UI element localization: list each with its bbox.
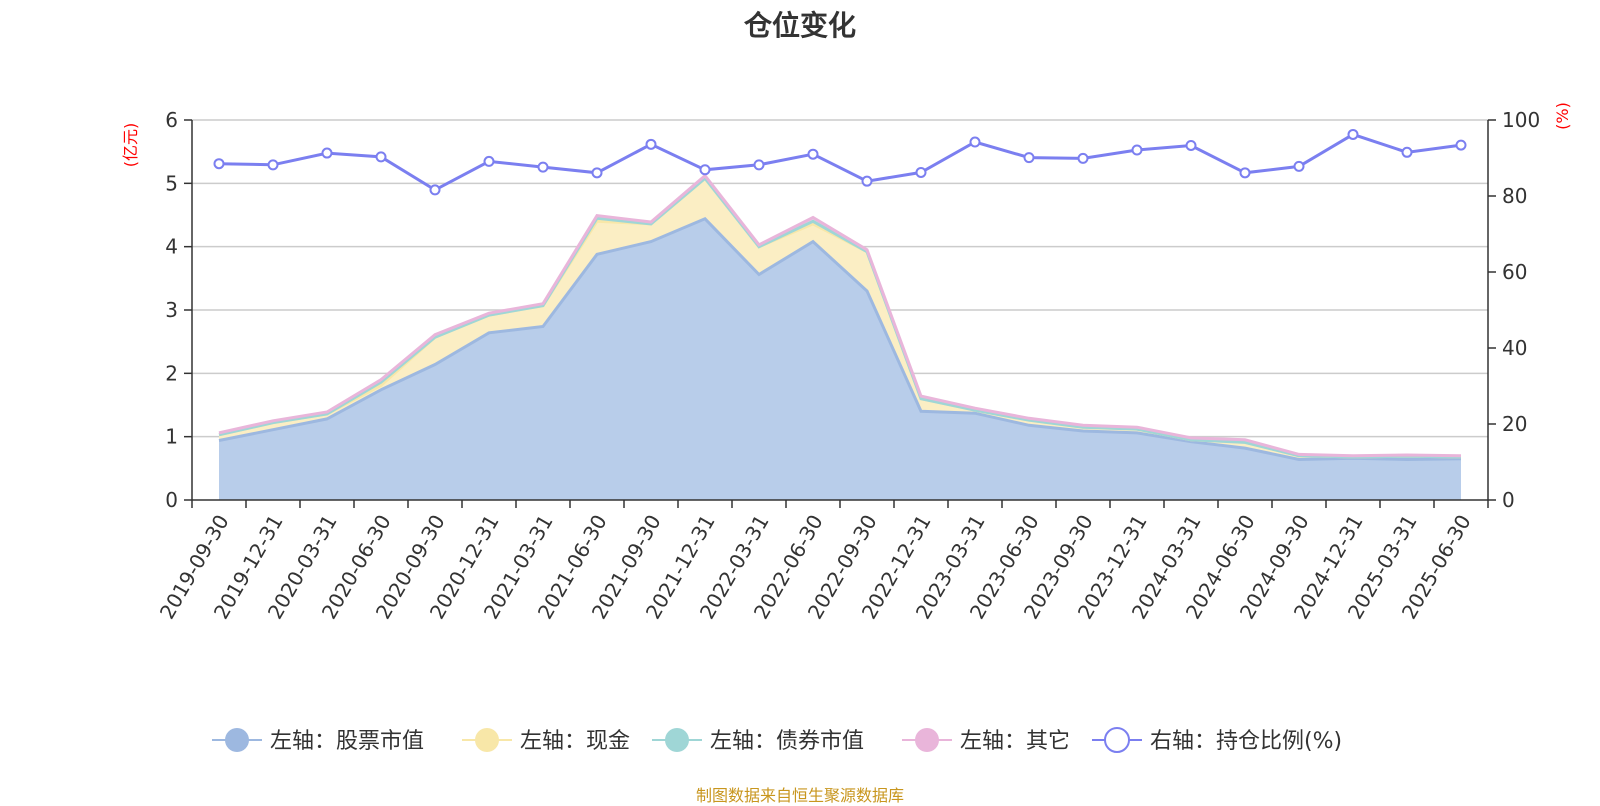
right-axis-tick-label: 80 — [1502, 184, 1527, 208]
ratio-point — [1455, 139, 1467, 151]
area-line-左轴：其它 — [218, 173, 1462, 458]
left-axis-tick-label: 5 — [165, 171, 178, 195]
left-axis-tick-label: 0 — [165, 488, 178, 512]
ratio-point — [321, 147, 333, 159]
data-source-note: 制图数据来自恒生聚源数据库 — [695, 786, 904, 805]
ratio-point — [1401, 146, 1413, 158]
ratio-point — [699, 164, 711, 176]
left-axis-tick-label: 6 — [165, 108, 178, 132]
ratio-point — [375, 151, 387, 163]
ratio-point — [429, 184, 441, 196]
right-axis-tick-label: 60 — [1502, 260, 1527, 284]
ratio-point — [483, 155, 495, 167]
right-axis-tick-label: 40 — [1502, 336, 1527, 360]
right-axis-tick-label: 0 — [1502, 488, 1515, 512]
ratio-point — [1023, 152, 1035, 164]
legend-label: 左轴：股票市值 — [270, 729, 424, 754]
legend-label: 左轴：其它 — [960, 729, 1070, 754]
ratio-point — [1239, 167, 1251, 179]
legend-swatch-marker — [475, 728, 499, 752]
legend-label: 左轴：债券市值 — [710, 729, 864, 754]
ratio-point — [645, 138, 657, 150]
legend-item: 左轴：债券市值 — [652, 728, 864, 754]
legend-swatch-marker — [1104, 727, 1130, 753]
right-axis-tick-label: 20 — [1502, 412, 1527, 436]
ratio-point — [1185, 139, 1197, 151]
ratio-point — [807, 148, 819, 160]
legend-item: 右轴：持仓比例(%) — [1092, 727, 1342, 754]
ratio-line-path — [218, 132, 1462, 192]
legend-swatch-marker — [665, 728, 689, 752]
ratio-point — [1347, 128, 1359, 140]
ratio-point — [861, 175, 873, 187]
legend-item: 左轴：现金 — [462, 728, 630, 754]
legend-label: 右轴：持仓比例(%) — [1150, 729, 1342, 754]
legend: 左轴：股票市值 左轴：现金 左轴：债券市值 左轴：其它 右轴：持仓比例(%) — [212, 727, 1342, 754]
area-line-左轴：股票市值 — [218, 217, 1462, 462]
ratio-point — [969, 136, 981, 148]
chart-title: 仓位变化 — [743, 9, 856, 42]
ratio-point — [213, 158, 225, 170]
left-axis-tick-label: 3 — [165, 298, 178, 322]
left-axis-tick-label: 1 — [165, 425, 178, 449]
legend-item: 左轴：其它 — [902, 728, 1070, 754]
ratio-point — [1293, 160, 1305, 172]
legend-swatch-marker — [225, 728, 249, 752]
stacked-areas — [218, 173, 1462, 501]
right-axis-tick-label: 100 — [1502, 108, 1540, 132]
ratio-point — [753, 159, 765, 171]
legend-swatch-marker — [915, 728, 939, 752]
area-line-左轴：债券市值 — [218, 176, 1462, 459]
ratio-point — [1077, 152, 1089, 164]
ratio-point — [1131, 144, 1143, 156]
area-左轴：股票市值 — [219, 218, 1461, 501]
ratio-line — [213, 128, 1467, 196]
left-axis-unit: (亿元) — [121, 123, 140, 168]
ratio-point — [915, 166, 927, 178]
ratio-point — [537, 161, 549, 173]
legend-item: 左轴：股票市值 — [212, 728, 424, 754]
left-axis-tick-label: 4 — [165, 235, 178, 259]
left-axis-tick-label: 2 — [165, 361, 178, 385]
ratio-point — [591, 167, 603, 179]
ratio-point — [267, 159, 279, 171]
legend-label: 左轴：现金 — [520, 729, 630, 754]
right-axis-unit: (%) — [1553, 102, 1572, 130]
